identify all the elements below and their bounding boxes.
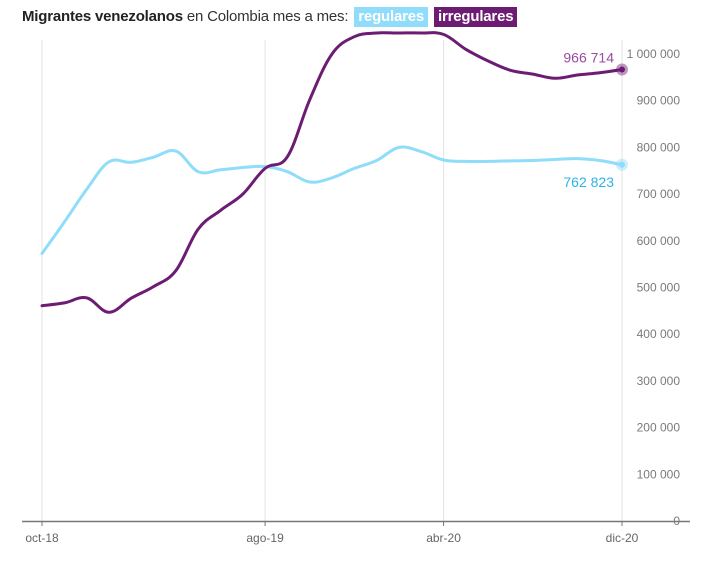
legend-irregulares: irregulares bbox=[434, 7, 518, 27]
y-tick-label: 600 000 bbox=[637, 234, 681, 248]
y-tick-label: 100 000 bbox=[637, 467, 681, 481]
x-tick-label: abr-20 bbox=[426, 531, 461, 545]
y-tick-label: 200 000 bbox=[637, 421, 681, 435]
series-regulares-line bbox=[40, 145, 624, 255]
y-tick-label: 400 000 bbox=[637, 327, 681, 341]
y-tick-label: 300 000 bbox=[637, 374, 681, 388]
y-tick-label: 900 000 bbox=[637, 94, 681, 108]
series-layer: 762 823 966 714 bbox=[40, 31, 628, 314]
legend-regulares: regulares bbox=[354, 7, 429, 27]
series-irregulares-end-label: 966 714 bbox=[563, 50, 614, 66]
series-irregulares-end-dot bbox=[619, 66, 625, 73]
x-tick-label: ago-19 bbox=[246, 531, 284, 545]
series-regulares-end-dot bbox=[619, 161, 625, 168]
x-tick-label: oct-18 bbox=[25, 531, 59, 545]
y-tick-label: 800 000 bbox=[637, 140, 681, 154]
grid-lines bbox=[41, 40, 623, 521]
title-bold: Migrantes venezolanos bbox=[22, 8, 183, 25]
series-regulares-end-label: 762 823 bbox=[563, 174, 614, 190]
x-axis: oct-18 ago-19 abr-20 dic-20 bbox=[22, 520, 690, 545]
chart-title: Migrantes venezolanos en Colombia mes a … bbox=[22, 7, 518, 27]
x-tick-label: dic-20 bbox=[606, 531, 639, 545]
y-tick-label: 500 000 bbox=[637, 281, 681, 295]
series-irregulares-line bbox=[40, 31, 624, 314]
y-tick-label: 700 000 bbox=[637, 187, 681, 201]
y-tick-label: 1 000 000 bbox=[627, 47, 681, 61]
title-rest: en Colombia mes a mes: bbox=[182, 8, 349, 25]
